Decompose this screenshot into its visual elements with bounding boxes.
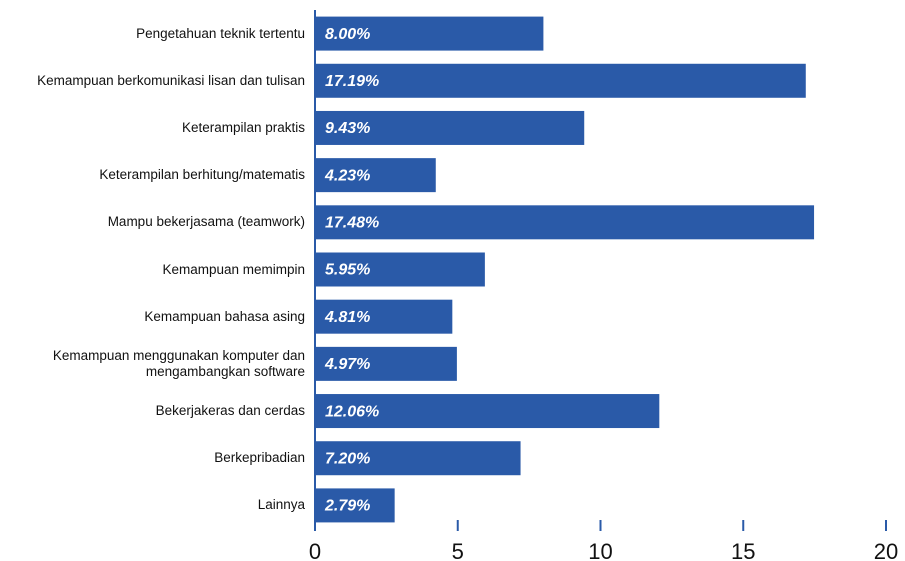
category-label: Keterampilan praktis — [181, 119, 305, 135]
bar — [315, 394, 660, 429]
value-label: 17.19% — [325, 73, 379, 90]
x-tick-label: 0 — [309, 539, 321, 561]
value-label: 7.20% — [325, 450, 370, 467]
category-label: Berkepribadian — [214, 450, 305, 466]
bar — [315, 205, 815, 240]
category-label: Kemampuan bahasa asing — [144, 308, 305, 324]
value-label: 17.48% — [325, 215, 379, 232]
bar — [315, 488, 395, 523]
category-label: Pengetahuan teknik tertentu — [136, 25, 305, 41]
category-label: Kemampuan menggunakan komputer dan menga… — [52, 347, 305, 379]
value-label: 4.23% — [324, 167, 370, 184]
category-label: Bekerjakeras dan cerdas — [155, 403, 305, 419]
x-tick-label: 5 — [452, 539, 464, 561]
category-label: Kemampuan memimpin — [162, 261, 305, 277]
value-label: 12.06% — [325, 403, 379, 420]
value-label: 9.43% — [325, 120, 370, 137]
value-label: 4.81% — [324, 309, 370, 326]
bar — [315, 63, 806, 98]
value-label: 8.00% — [325, 26, 370, 43]
x-tick-label: 10 — [588, 539, 612, 561]
x-tick-label: 15 — [731, 539, 755, 561]
category-label: Lainnya — [257, 497, 305, 513]
bar — [315, 110, 585, 145]
category-label: Mampu bekerjasama (teamwork) — [107, 214, 305, 230]
x-tick-label: 20 — [874, 539, 898, 561]
bar — [315, 158, 436, 193]
value-label: 5.95% — [325, 262, 370, 279]
bar — [315, 299, 453, 334]
value-label: 2.79% — [324, 498, 370, 515]
bar — [315, 346, 457, 381]
category-label: Kemampuan berkomunikasi lisan dan tulisa… — [37, 72, 305, 88]
bar — [315, 441, 521, 476]
bar — [315, 252, 485, 287]
category-label: Keterampilan berhitung/matematis — [99, 167, 305, 183]
value-label: 4.97% — [324, 356, 370, 373]
bar — [315, 16, 544, 51]
